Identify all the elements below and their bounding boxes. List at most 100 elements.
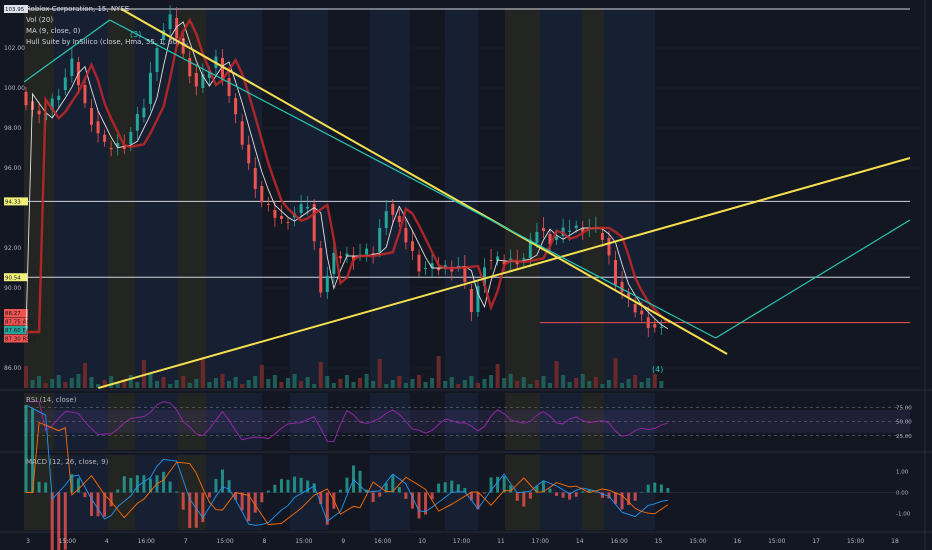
volume-bar: [299, 381, 304, 388]
price-tick-label: 86.00: [4, 365, 21, 372]
rsi-tick-label: 75.00: [896, 405, 912, 411]
candle-body: [90, 108, 93, 125]
macd-histogram-bar: [653, 482, 657, 493]
volume-bar: [659, 381, 664, 388]
macd-histogram-bar: [509, 485, 513, 493]
macd-histogram-bar: [306, 480, 310, 493]
candle-body: [365, 248, 369, 255]
volume-bar: [364, 374, 369, 388]
macd-histogram-bar: [666, 488, 670, 493]
price-tick-label: 96.00: [4, 165, 21, 172]
candle-body: [646, 317, 650, 329]
macd-histogram-bar: [109, 492, 113, 507]
candle-body: [181, 38, 185, 54]
volume-bar: [600, 384, 605, 388]
macd-histogram-bar: [397, 487, 401, 493]
macd-histogram-bar: [640, 492, 644, 493]
session-band: [540, 8, 582, 388]
volume-indicator-label[interactable]: Vol (20): [26, 16, 54, 24]
volume-bar: [561, 375, 566, 388]
volume-bar: [279, 382, 284, 388]
macd-histogram-bar: [424, 492, 428, 515]
rsi-pane-label[interactable]: RSI (14, close): [26, 396, 77, 404]
volume-bar: [187, 383, 192, 388]
macd-histogram-bar: [568, 492, 572, 500]
volume-bar: [286, 378, 290, 388]
volume-bar: [240, 384, 245, 388]
macd-histogram-bar: [502, 475, 506, 493]
rsi-band: [24, 410, 910, 433]
macd-histogram-bar: [273, 484, 277, 493]
candle-body: [332, 253, 336, 274]
macd-histogram-bar: [162, 471, 166, 493]
candle-body: [135, 113, 139, 131]
volume-bar: [109, 376, 114, 388]
volume-bar: [639, 382, 644, 388]
price-label-box: [4, 334, 28, 343]
time-tick-label: 9: [341, 538, 345, 545]
candle-body: [260, 186, 264, 203]
candle-body: [443, 265, 447, 268]
candle-body: [96, 121, 100, 134]
macd-histogram-bar: [659, 484, 663, 493]
volume-bar: [430, 378, 435, 388]
volume-bar: [227, 381, 232, 388]
macd-tick-label: 0.00: [896, 491, 909, 497]
volume-bar: [351, 382, 356, 388]
macd-histogram-bar: [548, 488, 552, 493]
price-tick-label: 98.00: [4, 125, 21, 132]
time-tick-label: 15:00: [216, 538, 233, 545]
macd-histogram-bar: [384, 483, 388, 493]
candle-body: [659, 326, 663, 328]
candle-body: [221, 58, 224, 81]
hull-indicator-label[interactable]: Hull Suite by InSilico (close, Hma, 55, …: [26, 38, 189, 46]
macd-histogram-bar: [600, 492, 604, 498]
candle-body: [417, 254, 421, 272]
macd-pane-label[interactable]: MACD (12, 26, close, 9): [26, 458, 109, 466]
session-band: [290, 8, 328, 388]
time-tick-label: 18: [891, 538, 899, 545]
candle-body: [129, 132, 133, 144]
candle-body: [207, 71, 211, 78]
time-tick-label: 3: [26, 538, 30, 545]
rsi-tick-label: 25.00: [896, 434, 912, 440]
price-label: 88.27: [5, 311, 21, 317]
session-band: [445, 8, 478, 388]
macd-histogram-bar: [410, 492, 414, 509]
macd-histogram-bar: [607, 492, 611, 499]
candle-body: [489, 260, 493, 261]
candle-body: [83, 85, 87, 104]
volume-bar: [213, 378, 218, 388]
volume-bar: [626, 379, 631, 388]
macd-histogram-bar: [528, 492, 532, 499]
macd-histogram-bar: [129, 477, 133, 493]
macd-histogram-bar: [325, 492, 329, 525]
volume-bar: [194, 379, 199, 388]
volume-bar: [24, 366, 28, 388]
macd-histogram-bar: [24, 405, 28, 493]
macd-histogram-bar: [489, 477, 493, 493]
price-tick-label: 100.00: [4, 85, 25, 92]
candle-body: [319, 248, 323, 293]
candle-body: [63, 77, 67, 90]
candle-body: [148, 72, 152, 104]
volume-bar: [233, 377, 238, 388]
macd-histogram-bar: [57, 492, 61, 550]
volume-bar: [200, 357, 205, 388]
volume-bar: [593, 377, 598, 388]
session-band: [178, 8, 206, 388]
macd-histogram-bar: [417, 492, 421, 519]
volume-bar: [82, 363, 87, 388]
candle-body: [469, 289, 473, 313]
macd-histogram-bar: [227, 480, 231, 493]
candle-body: [627, 293, 631, 299]
candle-body: [155, 48, 159, 72]
macd-histogram-bar: [240, 492, 244, 511]
volume-bar: [344, 375, 349, 388]
ma-indicator-label[interactable]: MA (9, close, 0): [26, 27, 81, 35]
ma-line: [25, 21, 669, 333]
time-tick-label: 17:00: [532, 538, 549, 545]
macd-histogram-bar: [345, 477, 349, 493]
price-label: 103.95: [5, 7, 25, 13]
